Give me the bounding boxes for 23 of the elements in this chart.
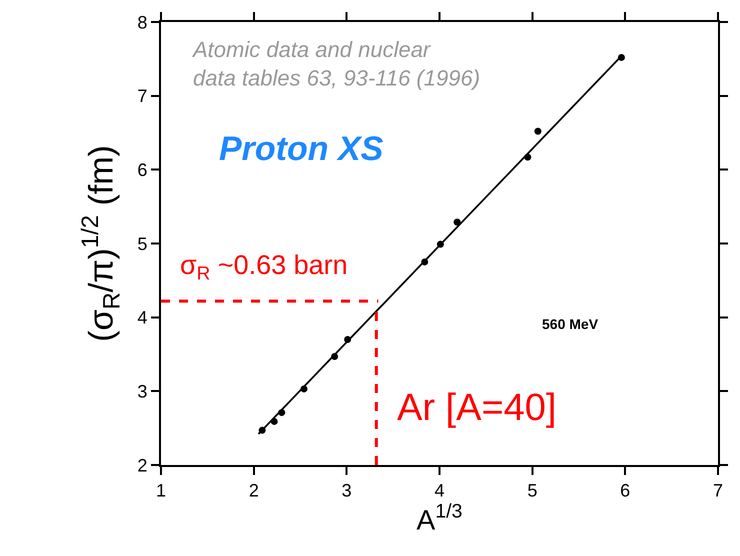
- x-tick-label: 6: [620, 480, 630, 501]
- x-axis-title: A$^{1/3}$: [416, 500, 463, 536]
- x-tick-label: 2: [248, 480, 259, 501]
- point: [454, 218, 461, 226]
- x-tick-label: 4: [434, 480, 445, 501]
- y-tick-label: 2: [137, 455, 148, 476]
- x-tick-label: 3: [342, 480, 352, 501]
- x-tick-label: 7: [712, 480, 724, 501]
- y-tick-label: 4: [137, 308, 148, 328]
- y-tick-label: 5: [137, 234, 148, 254]
- point: [534, 128, 542, 135]
- annotation: Atomic data and nuclear data tables 63, 93-116 (1996): [191, 37, 480, 91]
- y-tick-label: 3: [137, 381, 148, 402]
- point: [618, 54, 625, 61]
- y-tick-label: 7: [137, 86, 148, 106]
- annotation: σ$_{R}$ ~0.63 barn: [180, 250, 348, 285]
- x-tick-label: 5: [527, 480, 538, 501]
- annotation: 560 MeV: [542, 316, 599, 332]
- annotation: Proton XS: [219, 130, 384, 168]
- y-tick-label: 8: [137, 12, 148, 32]
- annotation: Ar [A=40]: [397, 387, 556, 429]
- x-tick-label: 1: [156, 480, 166, 501]
- y-tick-label: 6: [137, 160, 148, 180]
